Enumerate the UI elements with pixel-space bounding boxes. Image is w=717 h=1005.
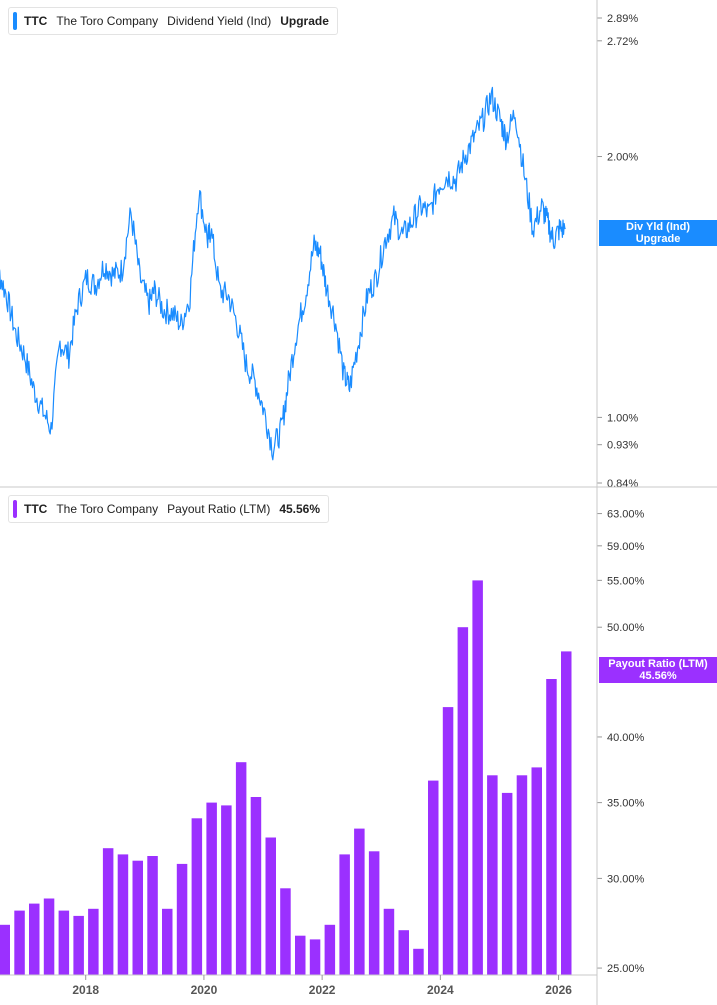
payout-ratio-bar (457, 627, 469, 975)
y-tick-label: 35.00% (607, 798, 645, 810)
x-tick-label: 2018 (72, 983, 99, 997)
payout-ratio-bar (501, 792, 513, 975)
y-tick-label: 0.84% (607, 478, 638, 490)
y-tick-label: 2.72% (607, 36, 638, 48)
payout-ratio-bar (102, 848, 114, 975)
payout-ratio-bar (531, 767, 542, 975)
payout-ratio-bar (324, 924, 336, 975)
payout-ratio-bar (132, 860, 143, 975)
x-tick-label: 2026 (545, 983, 572, 997)
payout-ratio-bar (516, 775, 528, 975)
payout-ratio-bar (442, 707, 454, 975)
payout-ratio-bar (398, 930, 409, 975)
payout-ratio-bar (162, 908, 173, 975)
series-color-swatch (13, 12, 17, 30)
payout-ratio-bar (354, 828, 365, 975)
flag-value: Upgrade (635, 233, 681, 245)
payout-ratio-bar (88, 908, 99, 975)
x-tick-label: 2024 (427, 983, 454, 997)
payout-ratio-bar (250, 797, 262, 975)
x-tick-label: 2022 (309, 983, 336, 997)
payout-ratio-bar (546, 679, 557, 975)
dividend-yield-legend[interactable]: TTC The Toro Company Dividend Yield (Ind… (8, 7, 338, 35)
payout-ratio-bar (29, 903, 40, 975)
payout-ratio-bar (472, 580, 483, 975)
payout-ratio-bar (383, 908, 395, 975)
payout-ratio-bar (339, 854, 350, 975)
metric-name: Payout Ratio (LTM) (167, 502, 271, 516)
y-tick-label: 2.00% (607, 152, 638, 164)
dividend-yield-line (0, 86, 566, 461)
series-color-swatch (13, 500, 17, 518)
y-tick-label: 1.00% (607, 412, 638, 424)
y-tick-label: 2.89% (607, 13, 638, 25)
flag-value: 45.56% (639, 670, 677, 682)
metric-value: 45.56% (279, 502, 321, 516)
payout-ratio-bar (309, 939, 321, 975)
ticker-label: TTC (24, 502, 48, 516)
payout-ratio-bar (206, 802, 217, 975)
payout-ratio-bar (295, 935, 306, 975)
payout-ratio-bar (487, 775, 498, 975)
payout-ratio-value-flag: Payout Ratio (LTM) 45.56% (599, 657, 717, 683)
dividend-yield-value-flag[interactable]: Div Yld (Ind) Upgrade (599, 220, 717, 246)
payout-ratio-bar (73, 915, 84, 975)
payout-ratio-bar (280, 888, 291, 975)
y-tick-label: 30.00% (607, 873, 645, 885)
metric-name: Dividend Yield (Ind) (167, 14, 272, 28)
payout-ratio-bar (58, 910, 70, 975)
dividend-yield-panel: 2.89% 2.72% 2.00% 1.00% 0.93% 0.84% (0, 13, 638, 490)
payout-ratio-bar (14, 910, 25, 975)
ticker-label: TTC (24, 14, 48, 28)
payout-ratio-bar (0, 924, 10, 975)
y-tick-label: 40.00% (607, 732, 645, 744)
payout-ratio-bar (43, 898, 55, 975)
payout-ratio-bar (368, 851, 380, 975)
company-name: The Toro Company (56, 502, 159, 516)
payout-ratio-legend[interactable]: TTC The Toro Company Payout Ratio (LTM) … (8, 495, 330, 523)
payout-ratio-bar (221, 805, 232, 975)
payout-ratio-bar (413, 948, 424, 975)
payout-ratio-bar (428, 780, 439, 975)
y-tick-label: 0.93% (607, 440, 638, 452)
y-tick-label: 50.00% (607, 622, 645, 634)
flag-title: Div Yld (Ind) (626, 221, 690, 233)
payout-ratio-bar (176, 863, 188, 975)
payout-ratio-bar (147, 856, 158, 975)
y-tick-label: 59.00% (607, 541, 645, 553)
x-tick-label: 2020 (191, 983, 218, 997)
y-tick-label: 63.00% (607, 509, 645, 521)
flag-title: Payout Ratio (LTM) (608, 658, 708, 670)
payout-ratio-bar (191, 818, 203, 975)
y-tick-label: 55.00% (607, 575, 645, 587)
payout-ratio-bar (561, 651, 572, 975)
payout-ratio-bar (117, 854, 129, 975)
payout-ratio-bar (265, 837, 276, 975)
y-tick-label: 25.00% (607, 963, 645, 975)
payout-ratio-panel: 63.00% 59.00% 55.00% 50.00% 40.00% 35.00% 30.0… (0, 509, 645, 997)
upgrade-link[interactable]: Upgrade (280, 14, 329, 28)
payout-ratio-bar (235, 762, 247, 975)
company-name: The Toro Company (56, 14, 159, 28)
